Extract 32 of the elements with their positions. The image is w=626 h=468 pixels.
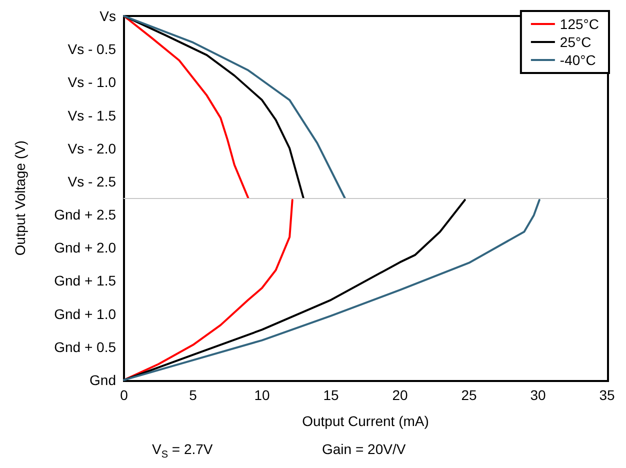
line-series (123, 198, 540, 381)
x-tick-label: 25 (461, 387, 477, 403)
y-tick-label: Vs (100, 8, 116, 24)
y-tick-label: Gnd + 0.5 (54, 338, 116, 355)
line-series (123, 198, 294, 381)
legend-label: -40°C (560, 52, 596, 68)
x-tick-label: 10 (254, 387, 270, 403)
line-series (123, 198, 466, 381)
y-tick-label: Vs - 2.0 (68, 140, 116, 156)
line-series (123, 15, 304, 199)
line-series (123, 15, 250, 199)
y-tick-label: Vs - 0.5 (68, 41, 116, 58)
y-tick-label: Gnd + 2.0 (54, 240, 116, 256)
x-tick-label: 15 (323, 387, 339, 403)
x-tick-label: 20 (392, 387, 408, 403)
text: Gain = 20V/V (322, 441, 406, 457)
legend-label: 25°C (560, 34, 592, 50)
y-tick-label: Vs - 1.0 (68, 74, 116, 90)
x-tick-label: 0 (120, 387, 128, 403)
y-tick-label: Gnd + 1.5 (54, 272, 116, 289)
y-tick-label: Vs - 1.5 (68, 107, 116, 124)
x-tick-label: 35 (599, 387, 615, 403)
line-series (123, 15, 346, 199)
y-tick-label: Gnd + 1.0 (54, 306, 116, 322)
y-axis-title: Output Voltage (V) (12, 140, 28, 256)
legend-label: 125°C (560, 16, 600, 32)
x-tick-label: 30 (530, 387, 546, 403)
x-axis-title: Output Current (mA) (302, 413, 429, 429)
x-tick-label: 5 (189, 387, 198, 403)
y-tick-label: Gnd (90, 372, 116, 388)
y-tick-label: Vs - 2.5 (68, 173, 116, 190)
y-tick-label: Gnd + 2.5 (54, 206, 116, 223)
